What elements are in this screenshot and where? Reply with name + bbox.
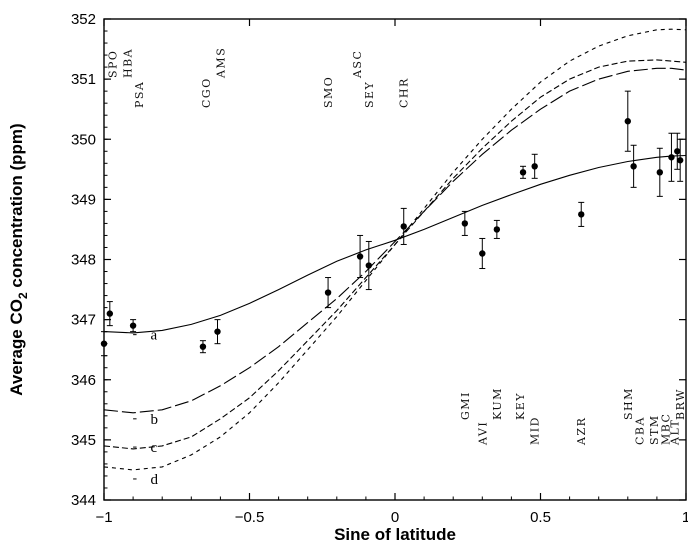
data-point bbox=[519, 169, 527, 176]
data-point bbox=[214, 328, 221, 335]
y-tick-label: 350 bbox=[71, 131, 96, 148]
x-tick-label: 1 bbox=[682, 509, 688, 526]
data-point bbox=[400, 223, 407, 230]
x-tick-label: −1 bbox=[95, 509, 112, 526]
y-tick-label: 344 bbox=[71, 492, 96, 509]
y-tick-label: 346 bbox=[71, 372, 96, 389]
data-point bbox=[129, 322, 137, 329]
curve-c bbox=[103, 59, 687, 450]
data-point bbox=[324, 289, 332, 296]
bottom-station-label: STM bbox=[648, 414, 661, 445]
y-axis-title-suffix: concentration (ppm) bbox=[7, 123, 26, 292]
x-tick-label: −0.5 bbox=[235, 509, 265, 526]
data-point bbox=[668, 154, 675, 161]
top-station-label: CHR bbox=[398, 77, 411, 108]
bottom-station-label: BRW bbox=[674, 388, 687, 420]
data-point bbox=[106, 310, 114, 317]
top-station-label: PSA bbox=[133, 81, 146, 108]
bottom-station-label: AZR bbox=[575, 417, 588, 446]
data-point bbox=[479, 250, 486, 257]
data-point bbox=[356, 253, 364, 260]
top-station-label: CGO bbox=[200, 77, 213, 108]
curve-b-label: b bbox=[151, 412, 159, 428]
bottom-station-label: KEY bbox=[514, 392, 527, 420]
data-point bbox=[493, 226, 501, 233]
y-tick-label: 347 bbox=[71, 312, 96, 329]
y-axis-title-prefix: Average CO bbox=[7, 299, 26, 396]
top-station-label: ASC bbox=[351, 50, 364, 79]
data-point bbox=[630, 163, 637, 170]
x-tick-label: 0 bbox=[391, 509, 399, 526]
data-point bbox=[199, 343, 207, 350]
curve-d bbox=[103, 28, 687, 471]
model-curves: a bcd bbox=[103, 28, 687, 488]
curve-d-label: d bbox=[151, 472, 159, 488]
data-point bbox=[674, 148, 681, 155]
top-station-label: SEY bbox=[363, 81, 376, 108]
data-point bbox=[365, 262, 373, 269]
bottom-station-label: AVI bbox=[476, 421, 489, 446]
y-axis-title: Average CO2 concentration (ppm) bbox=[7, 123, 30, 395]
bottom-station-label: MBC bbox=[660, 413, 673, 445]
y-axis-title-subscript: 2 bbox=[16, 292, 30, 299]
y-tick-label: 351 bbox=[71, 71, 96, 88]
bottom-station-label: ALT bbox=[668, 419, 681, 446]
bottom-station-label: MID bbox=[529, 416, 542, 445]
y-tick-label: 345 bbox=[71, 432, 96, 449]
data-point bbox=[531, 163, 538, 170]
x-tick-label: 0.5 bbox=[530, 509, 551, 526]
bottom-station-label: GMI bbox=[459, 391, 472, 420]
x-axis-title: Sine of latitude bbox=[334, 525, 456, 544]
curve-c-label: c bbox=[151, 440, 158, 456]
top-station-label: SPO bbox=[107, 50, 120, 78]
bottom-station-label: KUM bbox=[491, 387, 504, 420]
top-station-label: HBA bbox=[121, 48, 134, 78]
data-point bbox=[578, 211, 585, 218]
data-points bbox=[100, 90, 684, 357]
bottom-station-label: SHM bbox=[622, 387, 635, 420]
curve-b bbox=[103, 67, 687, 414]
plot-frame bbox=[103, 18, 687, 501]
axes: −1 −0.5 0 0.5 1 344 345 346 347 348 349 350 351 352 bbox=[71, 11, 688, 526]
top-station-label: SMO bbox=[322, 76, 335, 108]
y-tick-label: 348 bbox=[71, 252, 96, 269]
y-tick-label: 352 bbox=[71, 11, 96, 28]
data-point bbox=[676, 157, 684, 164]
data-point bbox=[656, 169, 664, 176]
y-tick-label: 349 bbox=[71, 191, 96, 208]
data-point bbox=[461, 220, 469, 227]
curve-a bbox=[103, 154, 687, 334]
bottom-station-label: CBA bbox=[633, 416, 646, 445]
curve-a-label: a bbox=[151, 328, 158, 344]
top-station-label: AMS bbox=[214, 47, 227, 79]
data-point bbox=[624, 118, 631, 125]
